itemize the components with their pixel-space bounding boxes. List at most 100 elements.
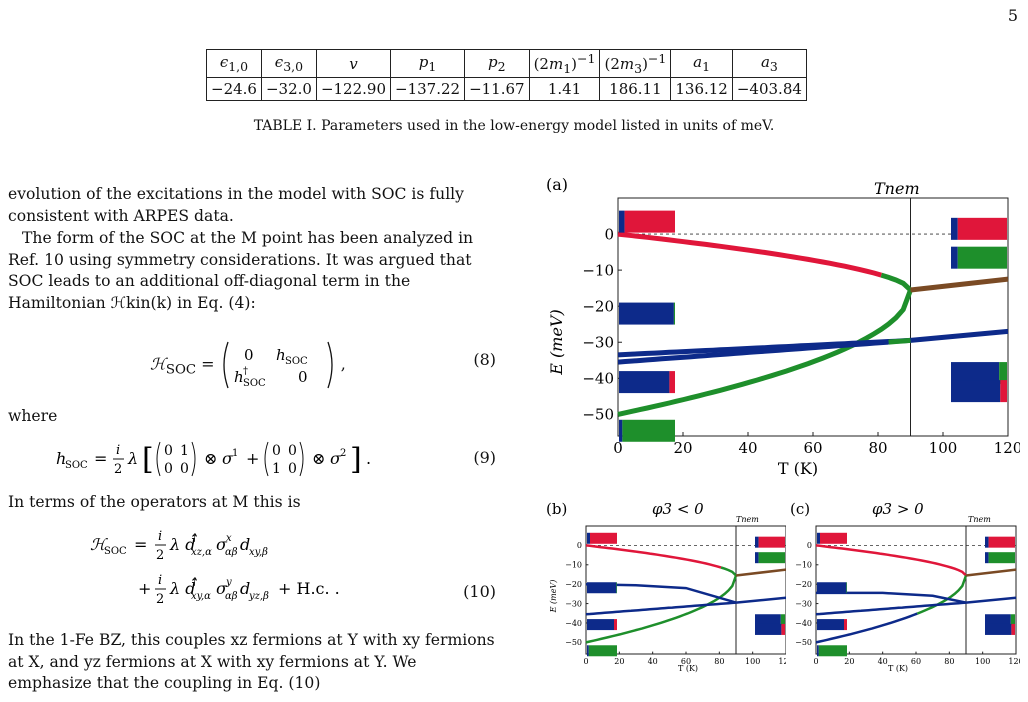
table-header-cell: ϵ1,0	[206, 49, 262, 78]
orbital-bar	[985, 536, 989, 548]
x-axis-label: T (K)	[888, 664, 908, 673]
svg-text:.: .	[366, 449, 371, 468]
x-axis-label: T (K)	[778, 459, 818, 478]
x-tick-label: 60	[803, 439, 822, 457]
table-header-cell: p2	[464, 49, 530, 78]
equation-8: ℋSOC = 0 h SOC h † SOC 0 , (8)	[8, 336, 496, 389]
svg-text:2: 2	[156, 592, 164, 607]
svg-text:0: 0	[298, 368, 308, 386]
panel-c-label: (c)	[790, 500, 810, 518]
y-tick-label: −10	[795, 561, 812, 570]
y-tick-label: −40	[565, 619, 582, 628]
svg-text:λ d̂: λ d̂	[169, 534, 197, 554]
orbital-bar	[669, 371, 675, 394]
orbital-bar	[951, 362, 1000, 385]
orbital-bar	[614, 619, 617, 631]
svg-text:xz,α: xz,α	[191, 547, 212, 558]
band-lower	[815, 612, 918, 644]
svg-text:0: 0	[164, 461, 173, 477]
x-tick-label: 120	[994, 439, 1020, 457]
orbital-bar	[846, 582, 847, 594]
orbital-bar	[1011, 623, 1015, 635]
x-tick-label: 60	[911, 657, 921, 666]
svg-text:h: h	[234, 368, 244, 386]
orbital-bar	[1000, 380, 1007, 403]
svg-text:=: =	[134, 535, 147, 554]
svg-text:d: d	[240, 535, 250, 554]
orbital-bar	[780, 614, 785, 626]
orbital-bar	[758, 536, 785, 548]
y-tick-label: −40	[795, 619, 812, 628]
orbital-bar	[957, 246, 1007, 269]
orbital-bar	[755, 536, 759, 548]
svg-text:αβ: αβ	[225, 547, 238, 558]
orbital-bar	[818, 645, 847, 657]
svg-text:h: h	[276, 346, 286, 364]
x-tick-label: 100	[975, 657, 990, 666]
orbital-bar	[951, 380, 1001, 403]
y-tick-label: −40	[582, 370, 614, 388]
orbital-bar	[619, 371, 670, 394]
y-tick-label: −10	[582, 261, 614, 279]
table-caption: TABLE I. Parameters used in the low-ener…	[253, 118, 775, 134]
x-tick-label: 80	[868, 439, 887, 457]
orbital-bar	[985, 614, 1011, 626]
svg-text:xy,α: xy,α	[191, 591, 211, 602]
band-upper	[617, 231, 882, 278]
equation-number: (8)	[473, 350, 496, 369]
orbital-bar	[999, 362, 1007, 385]
paragraph-operators: In terms of the operators at M this is	[8, 493, 301, 511]
x-tick-label: 20	[614, 657, 624, 666]
orbital-bar	[988, 552, 1015, 564]
band-upper	[720, 566, 737, 577]
orbital-bar	[673, 302, 675, 325]
page-number: 5	[1007, 6, 1018, 25]
orbital-bar	[624, 210, 675, 233]
orbital-bar	[587, 582, 617, 594]
figure-panel-c: (c) φ3 > 0 Tnem T (K) 0 20 40 60 80 100 120 0 −1…	[790, 500, 1020, 673]
orbital-bar	[817, 619, 844, 631]
y-tick-label: −30	[582, 333, 614, 351]
table-header-row: ϵ1,0 ϵ3,0 v p1 p2 (2m1)−1 (2m3)−1 a1 a3	[206, 49, 807, 78]
x-tick-label: 0	[813, 657, 818, 666]
figure-panel-b: (b) φ3 < 0 Tnem E (meV) T (K) 0 20 40 60 80 1…	[546, 500, 786, 673]
x-tick-label: 0	[583, 657, 588, 666]
svg-text:0: 0	[288, 443, 297, 459]
table-cell: 186.11	[599, 77, 672, 101]
x-tick-label: 0	[613, 439, 623, 457]
orbital-bar	[957, 217, 1007, 240]
y-tick-label: −20	[795, 580, 812, 589]
orbital-bar	[1010, 614, 1015, 626]
svg-text:i: i	[116, 443, 120, 458]
svg-text:σ: σ	[222, 449, 234, 468]
table-cell: 136.12	[670, 77, 733, 101]
svg-text:†: †	[192, 533, 197, 544]
x-tick-label: 80	[714, 657, 724, 666]
x-axis-label: T (K)	[678, 664, 698, 673]
band-brown	[735, 568, 786, 577]
y-tick-label: −50	[565, 638, 582, 647]
table-cell: −32.0	[260, 77, 317, 101]
x-tick-label: 20	[673, 439, 692, 457]
orbital-bar	[817, 582, 847, 594]
svg-text:yz,β: yz,β	[248, 591, 269, 602]
svg-text:⊗: ⊗	[204, 449, 217, 468]
svg-text:0: 0	[164, 443, 173, 459]
svg-text:2: 2	[340, 448, 346, 459]
orbital-bar	[951, 246, 958, 269]
orbital-bar	[587, 532, 590, 544]
svg-text:†: †	[243, 366, 248, 377]
table-cell: −122.90	[315, 77, 392, 101]
band-brown	[910, 276, 1009, 293]
y-axis-label: E (meV)	[549, 580, 558, 614]
svg-text:SOC: SOC	[104, 546, 127, 557]
panel-a-label: (a)	[546, 175, 568, 194]
parameter-table: ϵ1,0 ϵ3,0 v p1 p2 (2m1)−1 (2m3)−1 a1 a3 …	[206, 49, 807, 101]
orbital-bar	[622, 419, 675, 442]
x-tick-label: 60	[681, 657, 691, 666]
svg-text:σ: σ	[216, 579, 228, 598]
table-header-cell: (2m1)−1	[528, 49, 601, 78]
x-tick-label: 120	[1008, 657, 1020, 666]
